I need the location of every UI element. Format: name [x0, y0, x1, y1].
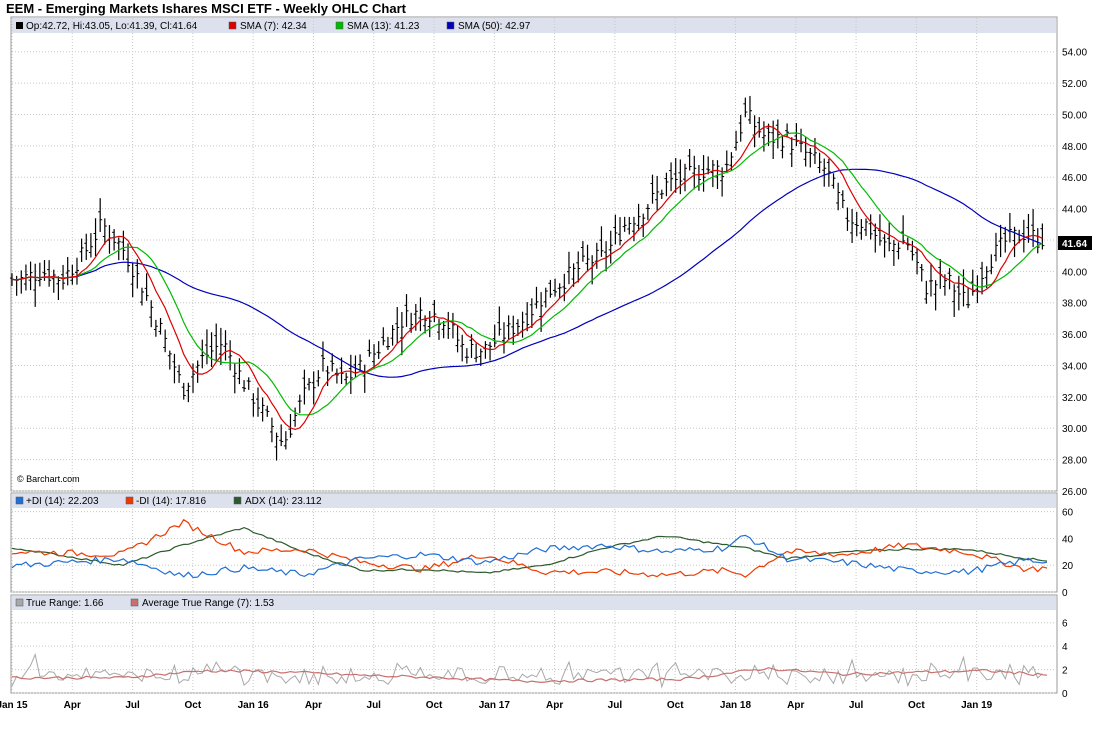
x-tick-label: Jul	[367, 700, 382, 711]
x-tick-label: Jul	[849, 700, 864, 711]
x-tick-label: Oct	[185, 700, 202, 711]
series-layer	[10, 95, 1048, 689]
legend-swatch-ohlc	[16, 22, 23, 29]
axis-layer: Jan 15 Apr Jul Oct Jan 16 Apr Jul Oct Jan 17 Apr J…	[0, 48, 1087, 711]
legend-swatch-atr	[130, 598, 139, 607]
minus-di-line	[11, 518, 1048, 578]
legend-swatch-plus-di	[15, 496, 24, 505]
chart-credit: © Barchart.com	[17, 474, 80, 484]
legend-plus-di: +DI (14): 22.203	[26, 496, 99, 507]
y-tick-price: 38.00	[1062, 299, 1087, 310]
y-tick-atr: 6	[1062, 619, 1068, 630]
y-tick-price: 34.00	[1062, 361, 1087, 372]
legend-true-range: True Range: 1.66	[26, 598, 104, 609]
x-tick-label: Apr	[64, 700, 81, 711]
true-range-line	[11, 652, 1043, 689]
legend-swatch-true-range	[15, 598, 24, 607]
price-legend-bar	[12, 18, 1056, 33]
y-tick-dmi: 60	[1062, 508, 1074, 519]
chart-title: EEM - Emerging Markets Ishares MSCI ETF …	[6, 1, 406, 16]
adx-line	[11, 526, 1048, 574]
atr-legend: True Range: 1.66 Average True Range (7):…	[15, 598, 275, 609]
y-tick-price: 46.00	[1062, 173, 1087, 184]
x-tick-label: Apr	[305, 700, 322, 711]
y-tick-price: 26.00	[1062, 487, 1087, 498]
x-tick-label: Jan 17	[479, 700, 511, 711]
legend-atr: Average True Range (7): 1.53	[142, 598, 275, 609]
x-tick-label: Jan 19	[961, 700, 993, 711]
sma13-line	[11, 132, 1043, 416]
y-tick-atr: 2	[1062, 666, 1068, 677]
dmi-legend: +DI (14): 22.203 -DI (14): 17.816 ADX (1…	[15, 496, 322, 507]
y-tick-price: 40.00	[1062, 267, 1087, 278]
dmi-legend-bar	[12, 494, 1056, 508]
legend-swatch-adx	[233, 496, 242, 505]
y-tick-price: 28.00	[1062, 456, 1087, 467]
legend-sma13: SMA (13): 41.23	[347, 21, 420, 32]
legend-minus-di: -DI (14): 17.816	[136, 496, 206, 507]
x-tick-label: Oct	[667, 700, 684, 711]
atr-line	[11, 667, 1048, 684]
y-tick-atr: 4	[1062, 642, 1068, 653]
sma7-line	[11, 125, 1043, 431]
legend-swatch-sma50	[446, 21, 455, 30]
y-tick-price: 32.00	[1062, 393, 1087, 404]
y-tick-atr: 0	[1062, 689, 1068, 700]
x-tick-label: Jan 18	[720, 700, 752, 711]
y-tick-price: 44.00	[1062, 205, 1087, 216]
x-tick-label: Jul	[608, 700, 623, 711]
legend-sma50: SMA (50): 42.97	[458, 21, 531, 32]
x-tick-label: Jan 15	[0, 700, 28, 711]
price-panel-frame	[10, 16, 1058, 492]
atr-legend-bar	[12, 596, 1056, 610]
legend-sma7: SMA (7): 42.34	[240, 21, 307, 32]
legend-swatch-minus-di	[125, 496, 134, 505]
price-legend: Op:42.72, Hi:43.05, Lo:41.39, Cl:41.64 S…	[16, 21, 531, 32]
legend-swatch-sma7	[228, 21, 237, 30]
y-tick-price: 50.00	[1062, 110, 1087, 121]
x-tick-label: Jan 16	[238, 700, 270, 711]
x-tick-label: Apr	[787, 700, 804, 711]
y-tick-price: 36.00	[1062, 330, 1087, 341]
last-price-label: 41.64	[1062, 239, 1087, 250]
plus-di-line	[11, 534, 1048, 579]
y-tick-dmi: 40	[1062, 534, 1074, 545]
grid-layer	[11, 18, 1056, 694]
y-tick-price: 48.00	[1062, 142, 1087, 153]
y-tick-dmi: 0	[1062, 588, 1068, 599]
sma50-line	[11, 168, 1043, 378]
last-price-box	[1058, 236, 1092, 250]
x-tick-label: Jul	[125, 700, 140, 711]
legend-ohlc: Op:42.72, Hi:43.05, Lo:41.39, Cl:41.64	[26, 21, 198, 32]
legend-swatch-sma13	[335, 21, 344, 30]
y-tick-dmi: 20	[1062, 561, 1074, 572]
x-tick-label: Oct	[426, 700, 443, 711]
legend-adx: ADX (14): 23.112	[245, 496, 322, 507]
x-tick-label: Apr	[546, 700, 563, 711]
y-tick-price: 52.00	[1062, 79, 1087, 90]
x-tick-label: Oct	[908, 700, 925, 711]
y-tick-price: 30.00	[1062, 424, 1087, 435]
y-tick-price: 54.00	[1062, 48, 1087, 59]
last-price-marker: 41.64	[1058, 236, 1092, 250]
